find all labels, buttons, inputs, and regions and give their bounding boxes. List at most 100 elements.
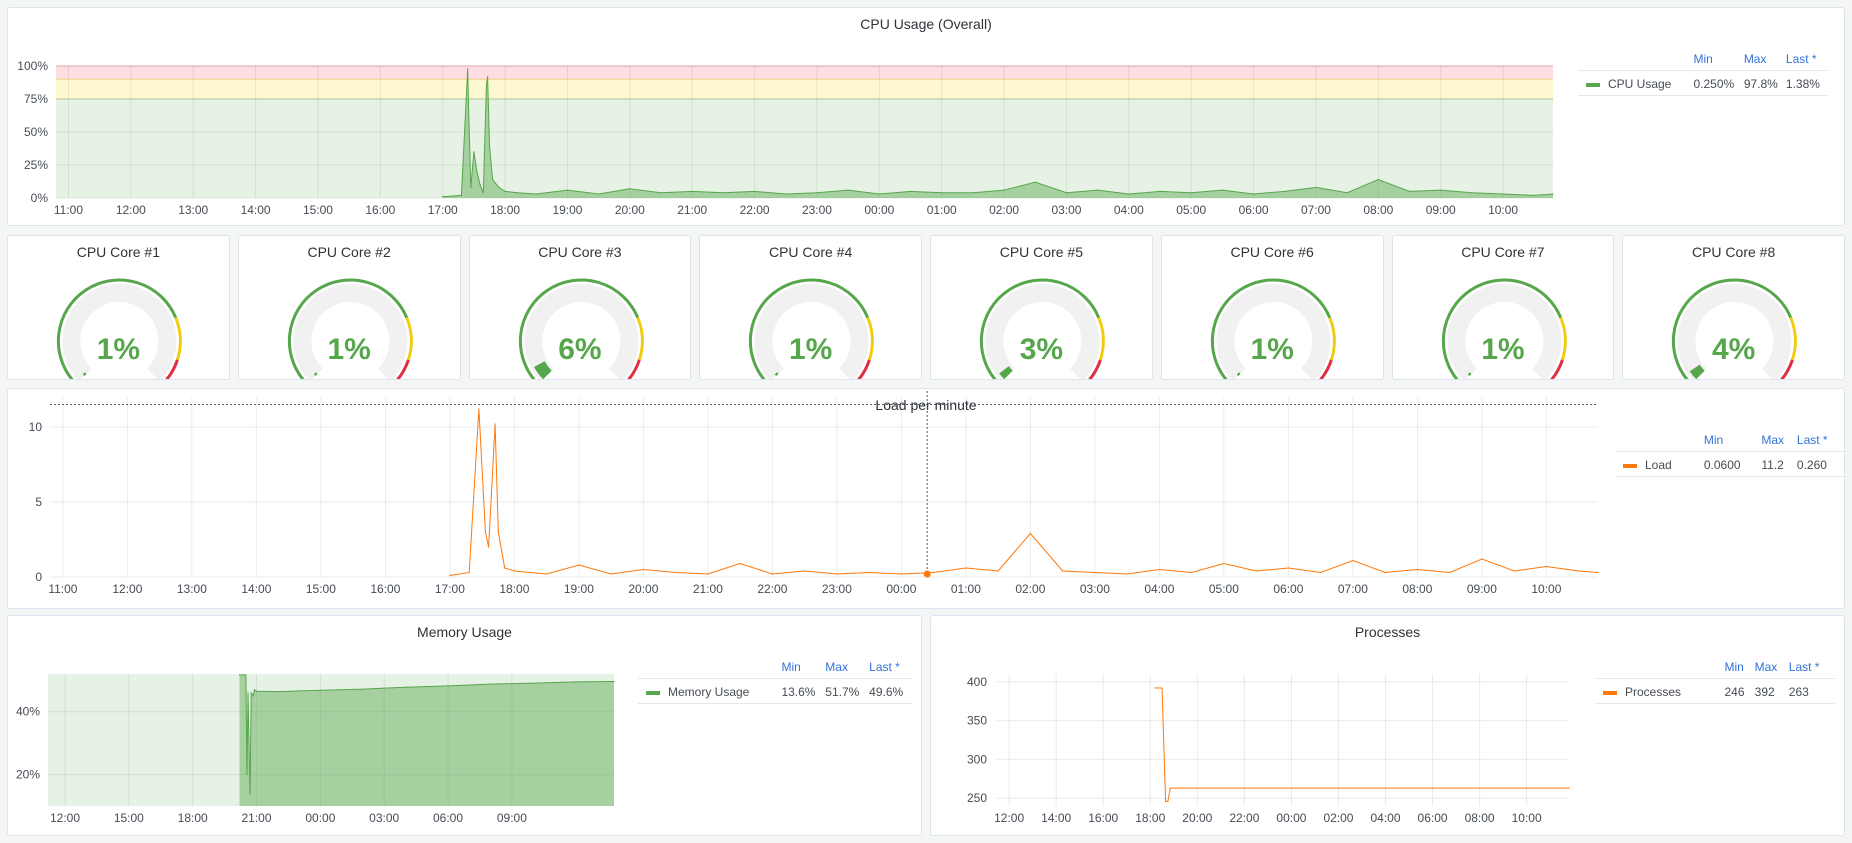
data-point	[1597, 571, 1599, 574]
data-point	[504, 567, 506, 569]
data-point	[660, 192, 662, 194]
legend-series-name[interactable]: Memory Usage	[668, 685, 750, 699]
gauge-title[interactable]: CPU Core #3	[538, 244, 622, 260]
gauge-threshold-yellow	[405, 317, 413, 361]
data-point	[868, 571, 870, 574]
gauge-title[interactable]: CPU Core #1	[76, 244, 160, 260]
x-tick-label: 20:00	[1182, 811, 1212, 825]
panel-title[interactable]: Memory Usage	[417, 624, 512, 640]
x-tick-label: 01:00	[951, 582, 981, 596]
legend-max-header[interactable]: Max	[1754, 660, 1789, 679]
threshold-band-red	[56, 66, 1553, 80]
legend-min-header[interactable]: Min	[781, 660, 826, 679]
panel-title[interactable]: Processes	[1354, 624, 1421, 640]
x-tick-label: 07:00	[1301, 203, 1331, 217]
x-tick-label: 17:00	[435, 582, 465, 596]
legend-min-header[interactable]: Min	[1693, 52, 1744, 71]
data-point	[489, 683, 492, 685]
data-point	[442, 196, 444, 198]
cpu-usage-chart[interactable]: 11:00 12:00 13:00 14:00 15:00 16:00 17:00 18:00…	[8, 8, 1845, 226]
gauge-threshold-red	[626, 359, 641, 379]
processes-chart[interactable]: 12:00 14:00 16:00 18:00 20:00 22:00 00:00 02:00…	[931, 616, 1845, 836]
data-point	[900, 573, 903, 575]
legend-min-header[interactable]: Min	[1703, 433, 1762, 452]
y-tick-label: 75%	[24, 92, 48, 106]
legend-last-header[interactable]: Last *	[1788, 660, 1835, 679]
data-point	[642, 568, 645, 571]
series-swatch	[1603, 690, 1617, 695]
legend-series-name[interactable]: Processes	[1625, 685, 1682, 699]
data-point	[1159, 190, 1161, 192]
legend-series-name[interactable]: Load	[1645, 458, 1672, 472]
gauge-threshold-green	[749, 278, 870, 379]
x-tick-label: 05:00	[1176, 203, 1206, 217]
gauge-title[interactable]: CPU Core #7	[1461, 244, 1545, 260]
legend-last-header[interactable]: Last *	[869, 660, 913, 679]
gauge-track	[1446, 284, 1561, 379]
data-point	[1167, 800, 1169, 802]
legend-series-name[interactable]: CPU Usage	[1608, 77, 1672, 91]
x-tick-label: 12:00	[112, 582, 142, 596]
data-point	[249, 794, 251, 796]
x-tick-label: 03:00	[1080, 582, 1110, 596]
data-point	[1126, 573, 1128, 575]
data-point	[1003, 189, 1005, 191]
x-tick-label: 07:00	[1338, 582, 1368, 596]
legend-last-header[interactable]: Last *	[1785, 52, 1828, 71]
gauge-title[interactable]: CPU Core #2	[307, 244, 391, 260]
panel-title[interactable]: CPU Usage (Overall)	[860, 16, 992, 32]
data-point	[468, 118, 470, 120]
legend-row[interactable]: Processes 246 392 263	[1595, 678, 1835, 704]
data-point	[771, 573, 774, 575]
gauge-title[interactable]: CPU Core #5	[999, 244, 1083, 260]
gauge-value: 4%	[1711, 333, 1756, 366]
x-tick-label: 02:00	[1015, 582, 1045, 596]
data-point	[484, 531, 486, 533]
y-tick-label: 50%	[24, 125, 48, 139]
x-tick-label: 00:00	[886, 582, 916, 596]
data-point	[1408, 190, 1411, 192]
data-point	[1287, 567, 1289, 569]
x-tick-label: 20:00	[628, 582, 658, 596]
memory-chart[interactable]: 12:00 15:00 18:00 21:00 00:00 03:00 06:00 09:00…	[8, 616, 922, 836]
legend-row[interactable]: Memory Usage 13.6% 51.7% 49.6%	[638, 678, 913, 704]
load-chart[interactable]: 11:00 12:00 13:00 14:00 15:00 16:00 17:00 18:00…	[8, 389, 1845, 609]
gauge-title[interactable]: CPU Core #8	[1691, 244, 1776, 260]
gauge-threshold-yellow	[866, 317, 875, 361]
series-line	[449, 408, 1599, 576]
data-point	[816, 192, 818, 194]
x-tick-label: 23:00	[802, 203, 832, 217]
gauge-threshold-green	[1210, 278, 1331, 379]
gauge-value: 1%	[1250, 333, 1294, 366]
x-tick-label: 15:00	[306, 582, 336, 596]
legend-max-value: 97.8%	[1743, 70, 1786, 96]
legend-min-header[interactable]: Min	[1724, 660, 1755, 679]
gauge-title[interactable]: CPU Core #6	[1230, 244, 1314, 260]
legend-max-header[interactable]: Max	[1743, 52, 1786, 71]
legend-max-header[interactable]: Max	[825, 660, 870, 679]
gauge-title[interactable]: CPU Core #4	[768, 244, 853, 260]
data-point	[941, 192, 943, 194]
x-tick-label: 20:00	[615, 203, 645, 217]
legend-row[interactable]: CPU Usage 0.250% 97.8% 1.38%	[1578, 70, 1828, 96]
data-point	[473, 151, 475, 153]
legend-row[interactable]: Load 0.0600 11.2 0.260	[1615, 451, 1844, 477]
x-tick-label: 13:00	[178, 203, 208, 217]
gauge-threshold-yellow	[1558, 317, 1567, 361]
x-tick-label: 22:00	[757, 582, 787, 596]
x-tick-label: 10:00	[1488, 203, 1518, 217]
legend-last-value: 49.6%	[869, 678, 913, 704]
data-point	[613, 680, 615, 683]
x-tick-label: 00:00	[1276, 811, 1306, 825]
data-point	[1255, 570, 1257, 572]
data-point	[1513, 570, 1515, 572]
gauge-dial	[518, 278, 644, 379]
x-tick-label: 22:00	[740, 203, 770, 217]
legend-max-header[interactable]: Max	[1761, 433, 1797, 452]
x-tick-label: 00:00	[864, 203, 894, 217]
data-point	[546, 573, 548, 575]
data-point	[847, 189, 849, 191]
data-point	[1128, 193, 1130, 195]
legend-last-header[interactable]: Last *	[1796, 433, 1844, 452]
data-point	[878, 193, 880, 195]
